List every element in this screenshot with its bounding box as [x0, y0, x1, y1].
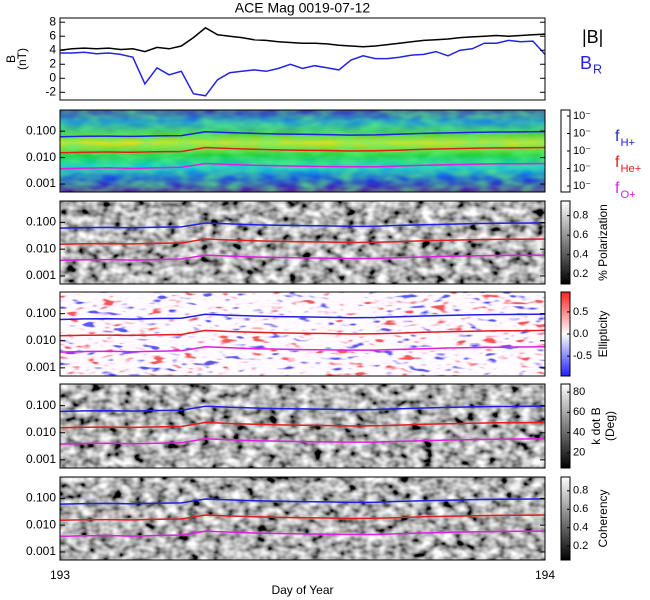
colorbar-label: (Deg) — [603, 411, 617, 441]
y-tick-label: 0.100 — [26, 215, 56, 229]
colorbar-label: k dot B — [589, 407, 603, 444]
colorbar-tick-label: 0.4 — [573, 249, 588, 261]
legend-label: |B| — [582, 27, 603, 47]
series-line — [60, 39, 546, 97]
colorbar-tick-label: 0.8 — [573, 485, 588, 497]
colorbar — [560, 476, 571, 561]
colorbar-tick-label: 0.5 — [573, 306, 588, 318]
plot-frame — [59, 17, 546, 101]
series-line — [59, 498, 546, 505]
plot-frame — [59, 109, 546, 193]
plot-frame — [59, 476, 546, 561]
colorbar-tick-label: 0.6 — [573, 503, 588, 515]
legend-label: B — [580, 53, 592, 73]
colorbar-tick-label: 0.4 — [573, 522, 588, 534]
series-line — [59, 222, 546, 229]
y-tick-label: 0.001 — [26, 360, 56, 374]
y-tick-label: 8 — [49, 14, 56, 28]
plot-frame — [59, 291, 546, 377]
colorbar-tick-label: -0.5 — [573, 350, 592, 362]
colorbar-tick-label: 0.2 — [573, 268, 588, 280]
spectrogram-image — [60, 477, 545, 560]
colorbar — [560, 383, 571, 469]
series-line — [59, 238, 546, 246]
colorbar-tick-label: 10⁻ — [573, 110, 591, 122]
series-line — [59, 438, 546, 445]
y-tick-label: 0.100 — [26, 123, 56, 137]
colorbar-tick-label: 0.0 — [573, 328, 588, 340]
plot-frame — [59, 200, 546, 285]
y-tick-label: -2 — [45, 84, 56, 98]
series-line — [59, 162, 546, 170]
y-tick-label: 0.001 — [26, 452, 56, 466]
colorbar-tick-label: 80 — [573, 386, 585, 398]
legend-label: f — [615, 180, 620, 197]
series-line — [59, 329, 546, 337]
y-axis-label: (nT) — [15, 48, 29, 70]
series-line — [59, 146, 546, 154]
legend-label: f — [615, 154, 620, 171]
plot-frame — [59, 383, 546, 469]
spectrogram-image — [60, 292, 545, 376]
series-line — [59, 254, 546, 262]
y-tick-label: 0 — [49, 70, 56, 84]
legend-label: f — [615, 128, 620, 145]
y-tick-label: 0.010 — [26, 333, 56, 347]
colorbar-label: Ellipticity — [596, 311, 610, 358]
series-line — [59, 405, 546, 413]
x-axis-label: Day of Year — [271, 583, 333, 597]
y-tick-label: 0.100 — [26, 491, 56, 505]
colorbar-tick-label: 10⁻ — [573, 127, 591, 139]
legend-subscript: O+ — [620, 189, 635, 201]
y-tick-label: 0.100 — [26, 398, 56, 412]
colorbar — [560, 200, 571, 285]
colorbar-tick-label: 40 — [573, 426, 585, 438]
y-tick-label: 0.001 — [26, 268, 56, 282]
colorbar-tick-label: 0.2 — [573, 540, 588, 552]
spectrogram-image — [60, 384, 545, 468]
spectrogram-image — [60, 201, 545, 284]
series-line — [59, 26, 546, 53]
series-line — [59, 346, 546, 353]
y-tick-label: 0.010 — [26, 517, 56, 531]
y-tick-label: 0.010 — [26, 150, 56, 164]
x-tick-label: 194 — [535, 568, 555, 582]
chart-title: ACE Mag 0019-07-12 — [235, 0, 371, 16]
x-tick-label: 193 — [50, 568, 70, 582]
y-tick-label: 2 — [49, 56, 56, 70]
colorbar-tick-label: 10⁻ — [573, 180, 591, 192]
colorbar-tick-label: 10⁻ — [573, 162, 591, 174]
colorbar-tick-label: 60 — [573, 406, 585, 418]
y-tick-label: 0.010 — [26, 241, 56, 255]
spectrogram-texture — [60, 110, 545, 192]
y-axis-label: B — [4, 55, 18, 63]
series-line — [59, 130, 546, 138]
legend-subscript: H+ — [620, 137, 635, 149]
series-line — [59, 313, 546, 321]
series-line — [59, 421, 546, 429]
series-line — [59, 530, 546, 538]
y-tick-label: 6 — [49, 28, 56, 42]
y-tick-label: 4 — [49, 42, 56, 56]
figure: ACE Mag 0019-07-12B(nT)-20246810⁻10⁻10⁻1… — [4, 0, 641, 597]
colorbar-tick-label: 10⁻ — [573, 145, 591, 157]
colorbar-tick-label: 0.8 — [573, 210, 588, 222]
colorbar-label: Coherency — [596, 489, 610, 547]
colorbar-tick-label: 20 — [573, 447, 585, 459]
y-tick-label: 0.001 — [26, 544, 56, 558]
colorbar-label: % Polarization — [596, 204, 610, 281]
legend-subscript: R — [593, 62, 602, 76]
colorbar-tick-label: 0.6 — [573, 229, 588, 241]
legend-subscript: He+ — [620, 163, 641, 175]
y-tick-label: 0.001 — [26, 176, 56, 190]
y-tick-label: 0.100 — [26, 306, 56, 320]
y-tick-label: 0.010 — [26, 425, 56, 439]
series-line — [59, 514, 546, 522]
